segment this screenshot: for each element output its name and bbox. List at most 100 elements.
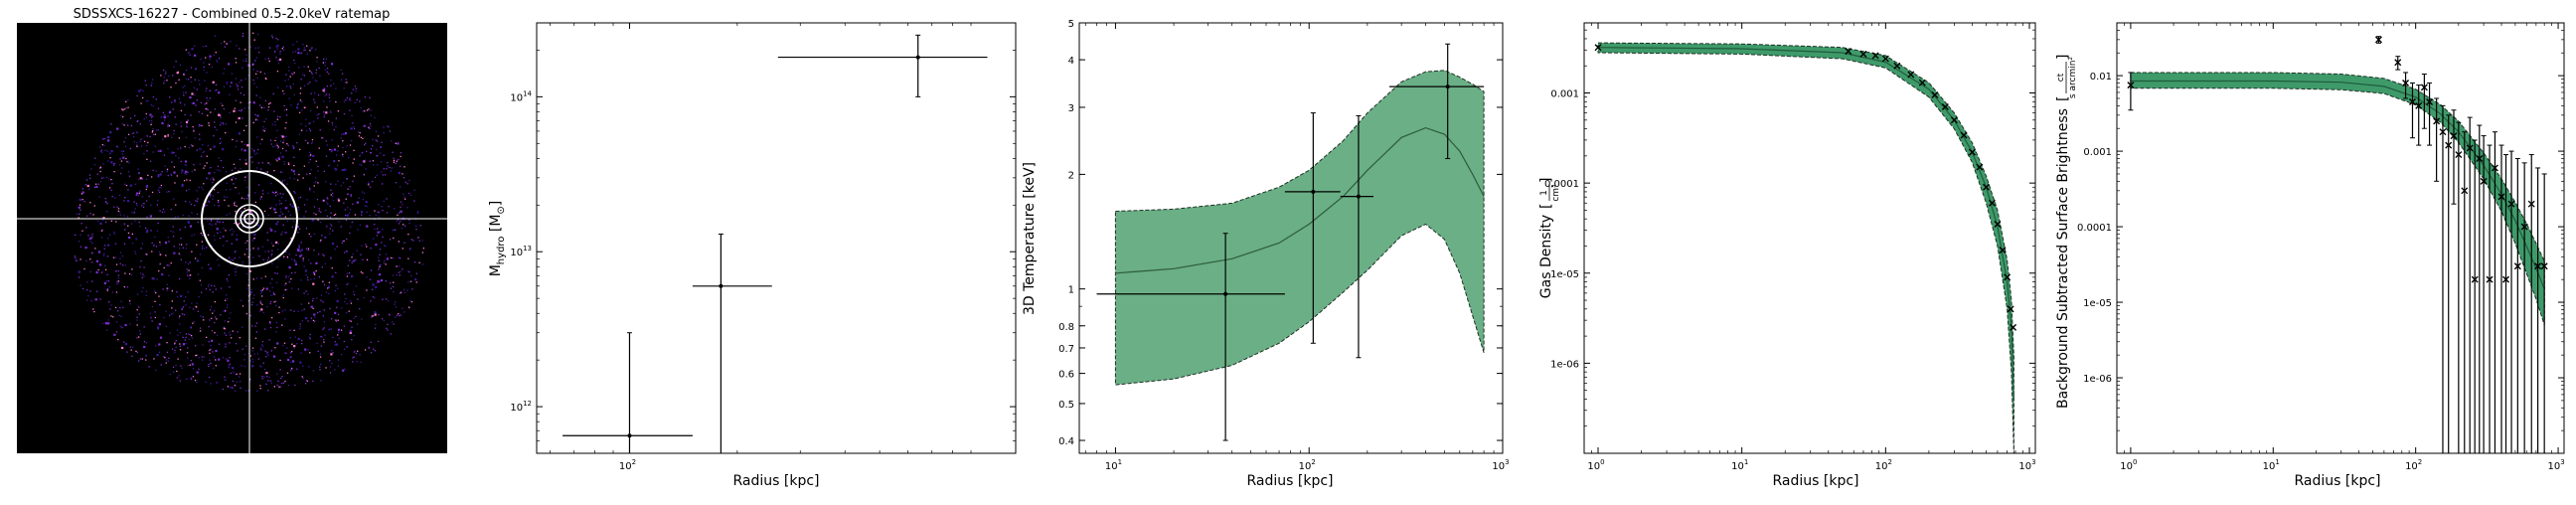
photon-point	[238, 170, 240, 172]
photon-point	[267, 162, 269, 164]
photon-point	[248, 269, 251, 272]
photon-point	[201, 241, 203, 243]
photon-point	[123, 200, 125, 202]
photon-point	[229, 387, 231, 389]
photon-point	[150, 116, 153, 118]
photon-point	[130, 273, 133, 275]
photon-point	[265, 287, 268, 290]
photon-point	[311, 47, 313, 49]
photon-point	[282, 294, 284, 296]
photon-point	[78, 206, 80, 209]
y-tick-label: 2	[1068, 170, 1074, 181]
photon-point	[251, 358, 253, 360]
photon-point	[375, 139, 377, 141]
photon-point	[293, 59, 295, 62]
photon-point	[223, 228, 225, 230]
photon-point	[312, 282, 315, 285]
photon-point	[393, 157, 395, 160]
photon-point	[290, 361, 292, 363]
photon-point	[378, 313, 380, 316]
photon-point	[380, 264, 382, 266]
photon-point	[344, 82, 346, 84]
photon-point	[326, 68, 329, 70]
photon-point	[269, 102, 271, 104]
photon-point	[151, 131, 153, 133]
photon-point	[273, 386, 275, 388]
photon-point	[202, 245, 204, 248]
photon-point	[200, 148, 202, 150]
photon-point	[343, 87, 345, 89]
photon-point	[345, 151, 347, 153]
photon-point	[356, 250, 359, 252]
photon-point	[364, 96, 366, 98]
y-tick-label: 1014	[510, 89, 532, 103]
photon-point	[252, 256, 254, 258]
photon-point	[193, 128, 195, 130]
photon-point	[209, 288, 211, 291]
photon-point	[303, 204, 306, 206]
photon-point	[133, 201, 135, 203]
photon-point	[347, 193, 349, 195]
photon-point	[177, 216, 179, 218]
photon-point	[285, 275, 287, 277]
photon-point	[249, 249, 251, 251]
photon-point	[376, 282, 379, 284]
photon-point	[252, 361, 254, 363]
photon-point	[81, 199, 83, 201]
photon-point	[302, 377, 304, 380]
photon-point	[149, 135, 151, 138]
photon-point	[278, 311, 280, 314]
photon-point	[334, 344, 336, 346]
photon-point	[233, 163, 236, 165]
photon-point	[312, 380, 314, 383]
photon-point	[343, 133, 345, 135]
photon-point	[220, 102, 222, 104]
photon-point	[136, 319, 138, 321]
photon-point	[175, 155, 177, 157]
photon-point	[231, 178, 233, 180]
photon-point	[328, 281, 330, 283]
photon-point	[89, 258, 91, 260]
photon-point	[190, 114, 192, 116]
photon-point	[369, 122, 372, 125]
photon-point	[282, 382, 285, 384]
svg-text:s arcmin²: s arcmin²	[2068, 57, 2078, 98]
photon-point	[160, 253, 162, 255]
photon-point	[256, 390, 258, 392]
photon-point	[186, 271, 189, 273]
photon-point	[335, 117, 337, 119]
photon-point	[168, 110, 172, 113]
photon-point	[188, 269, 190, 271]
data-point	[2480, 177, 2488, 185]
photon-point	[357, 350, 359, 352]
photon-point	[330, 84, 332, 86]
photon-point	[185, 333, 188, 335]
photon-point	[171, 161, 173, 163]
photon-point	[408, 271, 410, 273]
photon-point	[209, 267, 213, 270]
photon-point	[271, 250, 273, 252]
photon-point	[206, 247, 208, 249]
photon-point	[337, 328, 341, 331]
photon-point	[351, 221, 353, 224]
photon-point	[170, 230, 172, 233]
photon-point	[230, 230, 232, 232]
photon-point	[214, 126, 216, 128]
photon-point	[330, 350, 333, 352]
photon-point	[293, 165, 295, 167]
photon-point	[303, 47, 306, 49]
photon-point	[203, 183, 205, 185]
photon-point	[150, 119, 153, 121]
photon-point	[342, 140, 344, 142]
photon-point	[225, 309, 227, 312]
photon-point	[278, 215, 281, 218]
photon-point	[223, 236, 226, 238]
ratemap-title: SDSSXCS-16227 - Combined 0.5-2.0keV rate…	[74, 7, 391, 22]
photon-point	[120, 172, 122, 175]
photon-point	[145, 290, 148, 292]
photon-point	[309, 189, 311, 191]
photon-point	[313, 212, 315, 215]
photon-point	[215, 359, 217, 361]
photon-point	[93, 310, 95, 313]
